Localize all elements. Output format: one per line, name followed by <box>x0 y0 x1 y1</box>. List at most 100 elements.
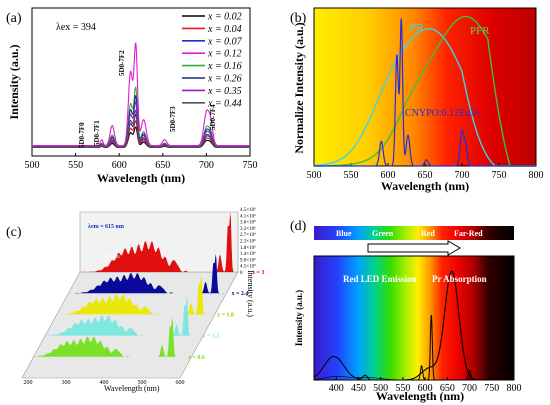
panel-c-ztick-label: 9.0×10⁵ <box>240 257 256 263</box>
panel-b-xtick-label: 650 <box>418 170 433 181</box>
panel-d: (d) Blue Green Red Far-Red Intensity (a.u.)… <box>290 219 522 403</box>
panel-d-series <box>313 270 514 381</box>
panel-c-ztick-label: 4.1×10⁶ <box>240 213 256 219</box>
panel-b: (b) Normalize Intensity (a.u.) Wavelengt… <box>290 7 544 193</box>
panel-a-legend-entry: x = 0.35 <box>207 86 242 97</box>
panel-c-layer-label: x = 1.2 <box>203 334 220 340</box>
panel-d-xtick-label: 550 <box>395 383 410 394</box>
spectrum-bar <box>314 226 514 240</box>
panel-d-xtick-label: 400 <box>329 383 344 394</box>
panel-a-ylabel: Intensity (a.u.) <box>7 44 21 119</box>
panel-a-xlabel: Wavelength (nm) <box>97 171 185 185</box>
panel-b-xtick-label: 500 <box>307 170 322 181</box>
panel-b-label: (b) <box>290 11 307 26</box>
panel-c-ztick-label: 3.6×10⁶ <box>240 220 256 226</box>
panel-b-xlabel: Wavelength (nm) <box>381 179 469 193</box>
panel-b-ylabel: Normalize Intensity (a.u.) <box>292 22 306 153</box>
panel-b-xtick-label: 800 <box>529 170 544 181</box>
panel-a-series-line <box>32 109 250 148</box>
range-arrow <box>367 240 461 256</box>
panel-b-pr-label: PR <box>410 22 424 34</box>
panel-a-transition-label: 5D0-7F2 <box>118 50 126 76</box>
panel-a-xtick-label: 650 <box>155 160 170 171</box>
spectrum-bar-label: Red <box>421 229 435 238</box>
panel-a-legend-entry: x = 0.04 <box>207 24 242 35</box>
panel-b-xtick-label: 750 <box>492 170 507 181</box>
panel-c-layer-label: x = 2.4 <box>232 291 249 297</box>
panel-a-xtick-label: 600 <box>112 160 127 171</box>
panel-a-series-line <box>32 41 250 147</box>
spectrum-bar-label: Blue <box>336 229 352 238</box>
panel-c-ex-label: λex = 394 nm <box>92 255 120 260</box>
panel-a-excitation: λex = 394 <box>56 22 96 33</box>
panel-b-xtick-label: 600 <box>381 170 396 181</box>
spectrum-bar-label: Far-Red <box>454 229 483 238</box>
panel-d-absorption-label: Pr Absorption <box>432 274 487 284</box>
panel-a-transition-label: 5D0-7F3 <box>169 106 177 132</box>
spectrum-bar-labels: Blue Green Red Far-Red <box>336 229 483 238</box>
panel-d-xtick-label: 800 <box>507 383 522 394</box>
panel-b-sample-curve <box>314 18 536 167</box>
panel-d-ylabel: Intensity (a.u.) <box>294 290 304 346</box>
panel-a-transition-label: 5D0-7F4 <box>209 104 217 130</box>
panel-c-ztick-label: 2.7×10⁶ <box>240 232 256 238</box>
panel-a-legend-entry: x = 0.44 <box>207 98 242 109</box>
panel-a-transition-label: 5D0-7F0 <box>78 122 86 148</box>
panel-c-xtick-label: 500 <box>138 380 147 386</box>
panel-c-layer-label: x = 1.8 <box>217 312 234 318</box>
spectrum-bar-label: Green <box>372 229 394 238</box>
panel-c-spectrum-layer <box>51 275 209 315</box>
panel-c-ztick-label: 4.5×10⁶ <box>240 207 256 213</box>
panel-c-ztick-label: 0 <box>240 271 243 276</box>
panel-a-legend-entry: x = 0.26 <box>207 74 242 85</box>
panel-d-baseline-curve <box>314 376 514 381</box>
panel-c-ztick-label: 1.4×10⁶ <box>240 251 256 257</box>
panel-a-legend-entry: x = 0.07 <box>207 36 243 47</box>
panel-a-label: (a) <box>6 11 22 26</box>
panel-c-xtick-label: 400 <box>100 380 109 386</box>
panel-d-xlabel: Wavelength (nm) <box>376 389 464 403</box>
panel-c-ztick-label: 3.2×10⁶ <box>240 226 256 232</box>
panel-c-layer-label: x = 0.6 <box>188 355 205 361</box>
panel-c-spectrum-layer <box>65 254 224 294</box>
panel-a-xtick-label: 500 <box>25 160 40 171</box>
panel-c-spectrum-layer <box>36 296 195 336</box>
panel-a-legend-entry: x = 0.12 <box>207 49 242 60</box>
panel-a-series <box>32 41 250 149</box>
panel-c-xtick-label: 200 <box>24 380 33 386</box>
panel-c-xlabel: Wavelength (nm) <box>104 384 160 393</box>
panel-a-xtick-label: 550 <box>68 160 83 171</box>
panel-b-pfr-curve <box>314 15 536 167</box>
panel-d-label: (d) <box>290 219 307 234</box>
panel-c: (c) 04.5×10⁵9.0×10⁵1.4×10⁶1.8×10⁶2.3×10⁶… <box>6 207 264 393</box>
panel-c-ztick-label: 4.5×10⁵ <box>240 264 256 270</box>
panel-a: (a) Intensity (a.u.) Wavelength (nm) 500… <box>6 7 258 185</box>
panel-a-legend-entry: x = 0.16 <box>207 61 242 72</box>
panel-a-transitions: 5D0-7F0 5D0-7F1 5D0-7F2 5D0-7F3 5D0-7F4 <box>78 50 217 148</box>
panel-a-xtick-label: 700 <box>199 160 214 171</box>
panel-a-xtick-label: 750 <box>243 160 258 171</box>
panel-c-plot: 04.5×10⁵9.0×10⁵1.4×10⁶1.8×10⁶2.3×10⁶2.7×… <box>21 207 264 386</box>
panel-a-xticks: 500 550 600 650 700 750 <box>25 153 258 171</box>
panel-b-xtick-label: 550 <box>344 170 359 181</box>
panel-b-xtick-label: 700 <box>455 170 470 181</box>
panel-d-xtick-label: 700 <box>462 383 477 394</box>
panel-c-spectrum-layer <box>80 212 238 272</box>
panel-c-ylabel: Intensity (a.u.) <box>246 270 255 317</box>
panel-c-ztick-label: 2.3×10⁶ <box>240 239 256 245</box>
panel-c-xtick-label: 300 <box>62 380 71 386</box>
panel-b-sample-label: CNYPO:0.12Eu3+ <box>405 108 481 119</box>
panel-c-ztick-label: 1.8×10⁶ <box>240 245 256 251</box>
panel-c-xtick-label: 600 <box>176 380 185 386</box>
panel-d-xtick-label: 450 <box>351 383 366 394</box>
panel-b-series <box>314 15 536 167</box>
panel-d-xtick-label: 650 <box>440 383 455 394</box>
panel-b-pfr-label: PFR <box>470 25 490 37</box>
panel-d-xtick-label: 750 <box>484 383 499 394</box>
panel-c-label: (c) <box>6 225 22 240</box>
panel-d-xtick-label: 600 <box>418 383 433 394</box>
panel-d-emission-label: Red LED Emission <box>343 274 417 284</box>
panel-c-layer-label: x = 3 <box>252 270 264 276</box>
panel-c-spectrum-layer <box>22 317 180 357</box>
